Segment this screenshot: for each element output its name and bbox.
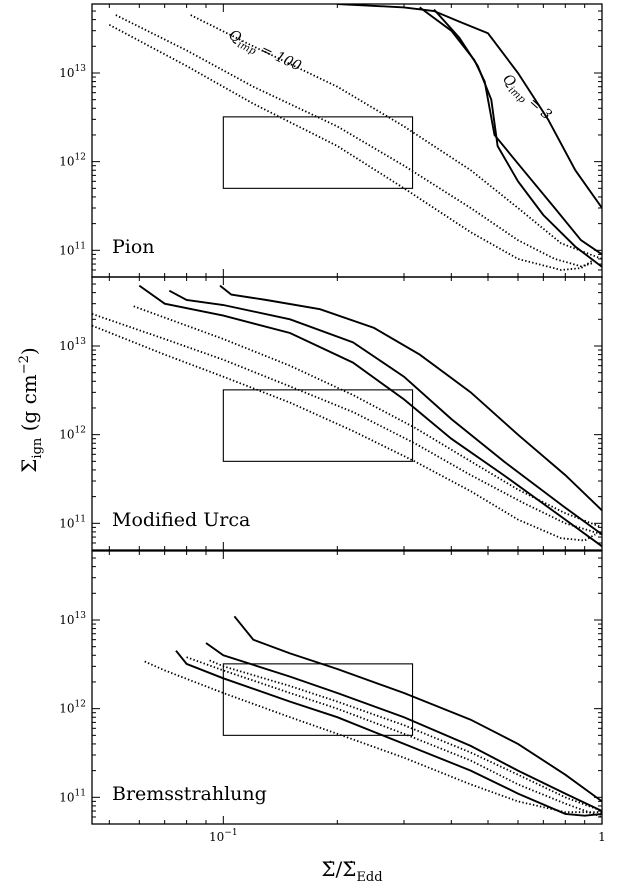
solid-curve	[205, 642, 602, 812]
solid-curve	[337, 4, 602, 209]
x-tick-label: 10−1	[209, 828, 238, 844]
panel-2: 1011 1012 1013 Modified Urca	[59, 276, 603, 551]
y-tick-label: 1012	[59, 426, 86, 442]
dotted-curve	[209, 659, 602, 812]
x-axis-label: Σ̇/Σ̇Edd	[321, 857, 382, 885]
panel-label: Modified Urca	[112, 509, 250, 531]
curve-annotation: Qimp = 3	[497, 71, 554, 125]
solid-curve	[233, 615, 602, 803]
dotted-curve	[186, 656, 602, 818]
dotted-curve	[92, 324, 596, 542]
solid-curve	[419, 6, 602, 256]
panel-label: Bremsstrahlung	[112, 783, 267, 805]
solid-curve	[175, 650, 602, 817]
reference-box	[222, 389, 414, 462]
dotted-curve	[108, 24, 595, 271]
panel-frame	[91, 3, 603, 278]
solid-curve	[219, 284, 602, 512]
solid-curve	[138, 284, 602, 548]
curves	[92, 284, 602, 548]
y-tick-label: 1013	[59, 611, 86, 627]
curves	[108, 4, 602, 271]
panel-frame	[91, 276, 603, 551]
dotted-curve	[144, 660, 602, 814]
y-tick-label: 1011	[59, 514, 86, 530]
solid-curve	[168, 289, 602, 536]
y-tick-label: 1012	[59, 153, 86, 169]
reference-box	[222, 116, 414, 189]
dotted-curve	[92, 313, 602, 536]
dotted-curve	[190, 14, 602, 260]
y-tick-label: 1012	[59, 700, 86, 716]
dotted-curve	[133, 305, 602, 529]
reference-box	[222, 663, 414, 736]
y-tick-label: 1011	[59, 241, 86, 257]
panel-label: Pion	[112, 236, 155, 258]
x-tick-label: 1	[598, 830, 606, 844]
panel-frame	[91, 550, 603, 825]
panel-1: 1011 1012 1013 Pion Qimp = 100 Qimp = 3	[59, 3, 603, 278]
y-tick-label: 1011	[59, 788, 86, 804]
curve-annotation: Qimp = 100	[225, 27, 304, 77]
y-tick-label: 1013	[59, 64, 86, 80]
dotted-curve	[115, 14, 594, 268]
y-axis-label: Σign (g cm−2)	[17, 347, 45, 472]
curves	[144, 615, 602, 818]
solid-curve	[433, 8, 602, 268]
y-tick-label: 1013	[59, 337, 86, 353]
panel-3: 1011 1012 1013 Bremsstrahlung 10−1 1	[59, 550, 606, 844]
